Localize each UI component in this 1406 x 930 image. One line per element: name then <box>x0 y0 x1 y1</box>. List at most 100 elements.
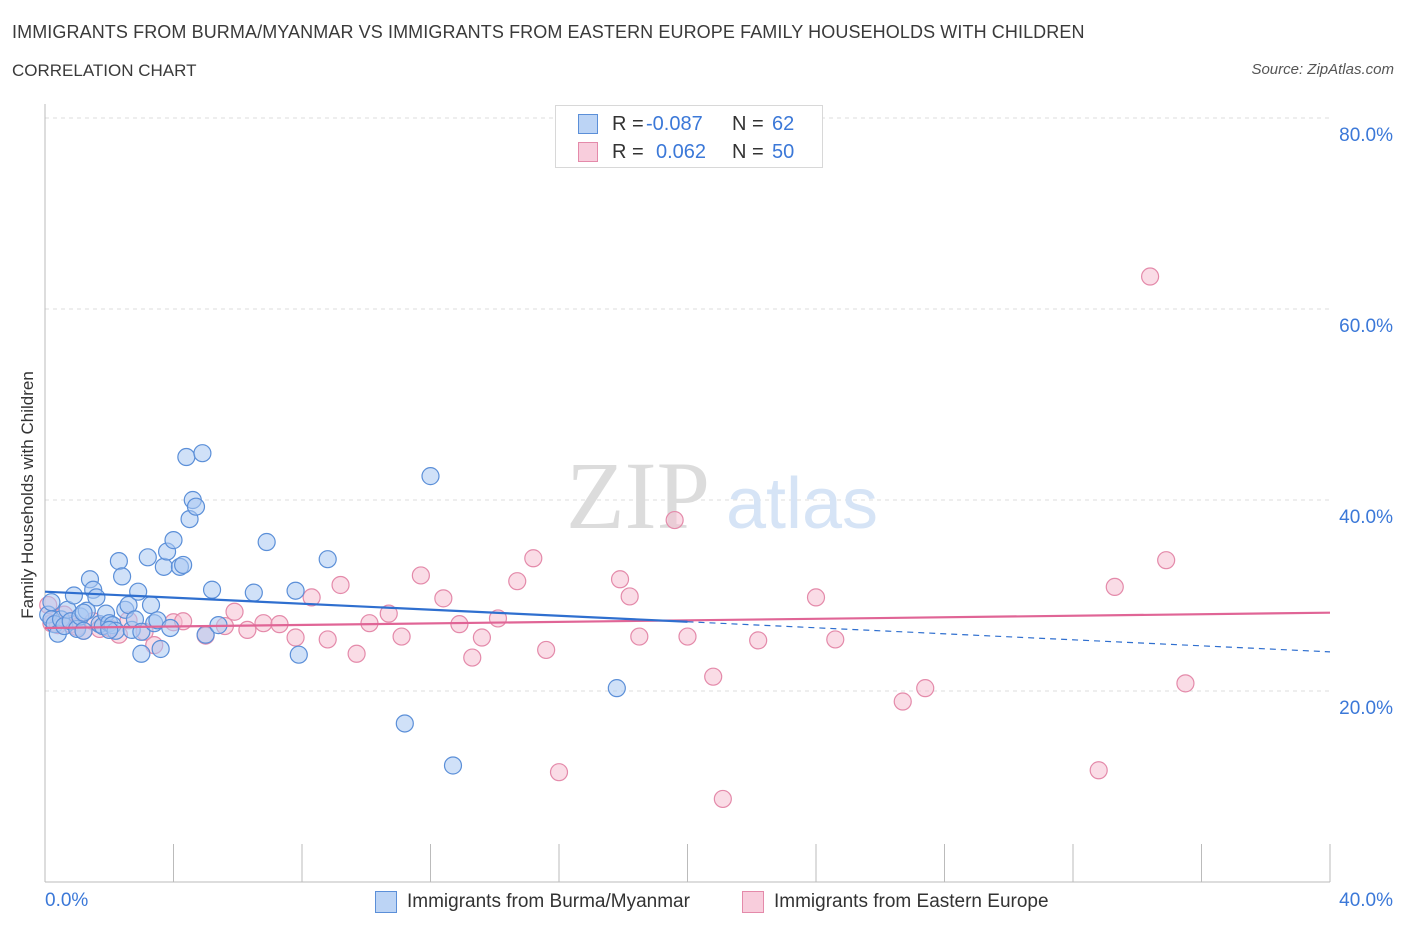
x-tick-label-min: 0.0% <box>45 890 89 911</box>
data-point-burma <box>177 447 196 467</box>
data-point-burma <box>151 639 170 659</box>
data-point-burma <box>186 497 206 516</box>
data-point-europe <box>893 692 912 711</box>
legend-swatch-burma <box>578 114 598 134</box>
data-point-europe <box>806 588 826 607</box>
data-point-burma <box>443 756 463 775</box>
data-point-europe <box>347 644 366 663</box>
data-point-burma <box>141 595 161 615</box>
data-point-europe <box>665 510 684 530</box>
data-point-europe <box>463 648 482 667</box>
data-point-burma <box>421 467 440 486</box>
data-point-europe <box>318 630 337 649</box>
legend-row-europe: R = 0.062 N = 50 <box>578 139 794 165</box>
legend-row-burma: R = -0.087 N = 62 <box>578 111 794 137</box>
bottom-legend-label-europe: Immigrants from Eastern Europe <box>774 891 1049 912</box>
legend-n-label: N = <box>732 112 764 135</box>
data-point-europe <box>620 587 639 606</box>
data-point-burma <box>100 620 119 639</box>
data-point-europe <box>630 627 649 646</box>
y-tick-label: 20.0% <box>1339 698 1393 719</box>
data-point-europe <box>508 572 527 591</box>
data-point-europe <box>1105 577 1124 597</box>
data-point-burma <box>202 580 222 599</box>
data-point-burma <box>64 586 84 605</box>
data-point-europe <box>678 627 697 646</box>
data-point-burma <box>112 567 132 586</box>
legend-r-label: R = <box>612 140 644 163</box>
y-tick-label: 80.0% <box>1339 125 1393 146</box>
data-point-burma <box>109 552 128 571</box>
data-point-europe <box>916 679 935 698</box>
source-credit: Source: ZipAtlas.com <box>1251 61 1394 78</box>
data-point-europe <box>411 566 430 585</box>
data-point-europe <box>826 630 845 649</box>
legend-swatch-europe <box>578 142 598 162</box>
correlation-legend: R = -0.087 N = 62 R = 0.062 N = 50 <box>555 105 823 168</box>
data-point-europe <box>302 588 321 607</box>
legend-r-value-burma: -0.087 <box>646 112 703 135</box>
data-point-europe <box>704 667 723 686</box>
data-point-europe <box>749 631 768 650</box>
data-point-europe <box>524 549 543 568</box>
data-point-europe <box>1157 551 1176 570</box>
data-point-europe <box>549 763 569 782</box>
bottom-legend-swatch-europe <box>742 891 764 913</box>
axes <box>44 104 1331 883</box>
data-point-europe <box>1089 761 1108 780</box>
data-point-burma <box>257 532 276 552</box>
data-point-burma <box>132 644 151 663</box>
data-point-burma <box>174 555 193 575</box>
data-point-europe <box>392 627 411 646</box>
data-point-europe <box>238 620 257 639</box>
data-point-europe <box>254 614 273 633</box>
legend-r-value-europe: 0.062 <box>656 140 707 163</box>
y-tick-label: 60.0% <box>1339 316 1393 337</box>
data-point-europe <box>331 575 350 595</box>
data-point-europe <box>713 789 732 809</box>
data-point-burma <box>74 603 93 622</box>
data-point-burma <box>607 679 626 698</box>
trend-line-burma-solid <box>44 590 688 623</box>
data-point-europe <box>379 604 398 623</box>
data-point-burma <box>154 557 173 576</box>
data-point-burma <box>74 621 93 640</box>
data-point-europe <box>472 628 491 647</box>
bottom-legend-burma: Immigrants from Burma/Myanmar <box>375 888 690 916</box>
chart-title: IMMIGRANTS FROM BURMA/MYANMAR VS IMMIGRA… <box>12 22 1085 42</box>
bottom-legend-swatch-burma <box>375 891 397 913</box>
data-point-burma <box>318 550 337 569</box>
x-tick-label-max: 40.0% <box>1339 890 1393 911</box>
trend-line-europe-solid <box>44 611 1331 630</box>
series-burma-points <box>39 444 626 775</box>
data-point-burma <box>244 583 263 602</box>
data-point-burma <box>161 618 180 638</box>
data-point-burma <box>289 645 308 664</box>
data-point-europe <box>434 589 453 608</box>
data-point-burma <box>164 531 183 550</box>
data-point-europe <box>225 602 244 621</box>
data-point-europe <box>1140 267 1160 286</box>
data-point-burma <box>42 593 61 612</box>
legend-r-label: R = <box>612 112 644 135</box>
data-point-burma <box>193 444 212 463</box>
data-point-burma <box>395 714 414 733</box>
data-point-burma <box>129 582 148 601</box>
trend-line-burma-dashed <box>687 621 1331 653</box>
bottom-legend-label-burma: Immigrants from Burma/Myanmar <box>407 891 690 912</box>
legend-n-value-burma: 62 <box>772 112 795 135</box>
bottom-legend-europe: Immigrants from Eastern Europe <box>742 888 1049 916</box>
chart-subtitle: CORRELATION CHART <box>12 61 197 80</box>
y-tick-label: 40.0% <box>1339 507 1393 528</box>
data-point-europe <box>1176 674 1195 693</box>
y-tick-labels: 20.0% 40.0% 60.0% 80.0% <box>1339 125 1393 719</box>
data-point-burma <box>138 548 157 567</box>
legend-n-value-europe: 50 <box>772 140 795 163</box>
legend-n-label: N = <box>732 140 764 163</box>
watermark-zip: ZIP <box>566 442 710 549</box>
watermark: ZIP atlas <box>566 442 878 549</box>
data-point-europe <box>537 640 556 660</box>
data-point-burma <box>87 588 106 607</box>
watermark-atlas: atlas <box>726 464 878 544</box>
